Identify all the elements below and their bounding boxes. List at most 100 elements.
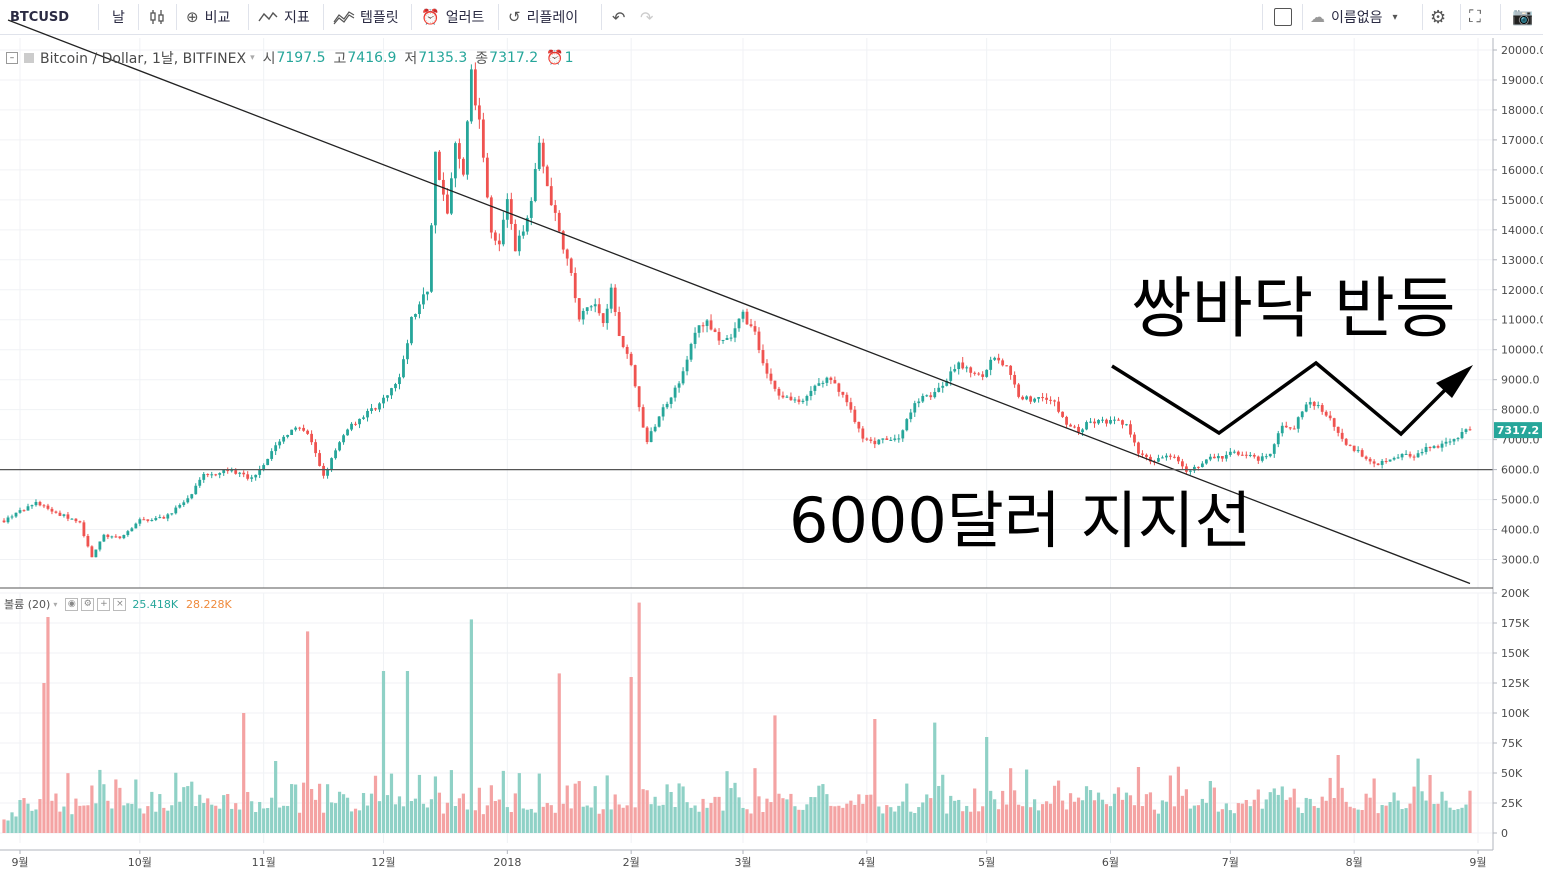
candle-body [873,440,877,445]
volume-bar [613,794,617,833]
price-tick-label: 20000.0 [1501,44,1543,57]
eye-icon[interactable]: ◉ [65,597,79,611]
candle-body [757,331,761,351]
volume-bar [1068,793,1073,833]
volume-bar [286,805,290,833]
plus-icon[interactable]: + [97,597,111,611]
templates-label: 템플릿 [360,10,399,26]
toolbar-divider [498,4,499,30]
candle-body [414,314,417,317]
candle-body [1348,444,1352,446]
volume-bar [118,787,122,833]
symbol-search[interactable]: BTCUSD [10,0,69,34]
volume-bar [58,811,62,833]
collapse-icon[interactable]: – [6,52,18,64]
candle-body [533,169,537,202]
volume-bar [425,807,430,833]
templates-button[interactable]: 템플릿 [333,0,399,34]
volume-bar [1168,775,1173,833]
candle-body [306,430,310,434]
volume-bar [609,809,613,833]
candle-body [645,427,649,443]
candle-body [1384,460,1388,462]
alerts-count: 1 [564,50,574,66]
volume-bar [945,813,949,833]
candle-body [1360,450,1364,457]
candle-body [725,338,729,340]
indicators-button[interactable]: 지표 [258,0,310,34]
candle-body [889,439,893,441]
volume-bar [585,805,589,833]
volume-bar [1124,792,1129,833]
chart-type-button[interactable] [148,0,166,34]
volume-bar [509,812,513,833]
volume-bar [1328,777,1332,833]
toolbar-divider [98,4,99,30]
volume-tick-label: 175K [1501,617,1530,630]
volume-bar [1040,804,1045,833]
volume-bar [6,820,10,833]
volume-bar [1033,799,1037,833]
candle-body [1400,453,1404,458]
volume-bar [369,793,374,833]
candle-body [1029,396,1033,402]
alarm-icon[interactable]: ⏰ [546,50,564,66]
candle-body [6,517,10,523]
candle-body [1312,401,1316,407]
volume-bar [70,814,74,833]
candle-body [90,546,94,558]
candle-body [1300,411,1304,418]
volume-bar [545,802,549,833]
candle-body [1200,463,1204,468]
volume-bar [981,806,985,833]
candle-body [513,223,517,252]
interval-button[interactable]: 날 [112,0,125,34]
last-price-badge [1494,422,1542,439]
candle-body [1220,456,1224,459]
layout-name-button[interactable]: ☁ 이름없음 ▾ [1310,0,1398,34]
close-icon[interactable]: × [113,597,127,611]
volume-bar [477,787,481,833]
chevron-down-icon[interactable]: ▾ [250,53,255,63]
time-tick-label: 7월 [1222,856,1239,869]
volume-bar [78,805,82,833]
volume-bar [114,779,118,833]
fullscreen-icon[interactable]: ⛶ [1469,7,1481,27]
legend-title[interactable]: Bitcoin / Dollar, 1날, BITFINEX [40,51,247,67]
compare-button[interactable]: ⊕ 비교 [186,0,230,34]
volume-bar [825,794,829,833]
volume-bar [26,803,30,833]
undo-icon[interactable]: ↶ [612,7,626,27]
volume-bar [230,808,234,833]
volume-bar [1296,807,1300,833]
chevron-down-icon[interactable]: ▾ [53,599,58,609]
candle-body [713,329,717,332]
candle-body [342,435,345,443]
volume-title[interactable]: 볼륨 (20) [4,598,51,611]
volume-bar [317,783,322,833]
candle-body [857,421,861,429]
fullscreen-layout-button[interactable] [1274,0,1292,34]
volume-bar [937,785,941,833]
settings-gear-icon[interactable]: ⚙ [81,597,95,611]
volume-bar [294,784,298,833]
volume-bar [234,803,238,833]
replay-button[interactable]: ↺ 리플레이 [508,0,578,34]
redo-icon[interactable]: ↷ [640,7,654,27]
candle-body [1009,365,1013,375]
candle-body [1232,451,1236,453]
candle-body [1352,445,1356,451]
volume-bar [102,784,106,833]
volume-bar [1088,790,1093,833]
volume-bar [745,809,749,833]
candle-body [1268,453,1272,457]
candle-body [1001,360,1005,366]
price-tick-label: 10000.0 [1501,344,1543,357]
alerts-button[interactable]: ⏰ 얼러트 [421,0,484,34]
candle-body [833,380,837,384]
candle-body [485,157,489,198]
settings-gear-icon[interactable]: ⚙ [1430,6,1447,28]
volume-bar [605,775,609,833]
camera-icon[interactable]: 📷 [1512,7,1534,27]
